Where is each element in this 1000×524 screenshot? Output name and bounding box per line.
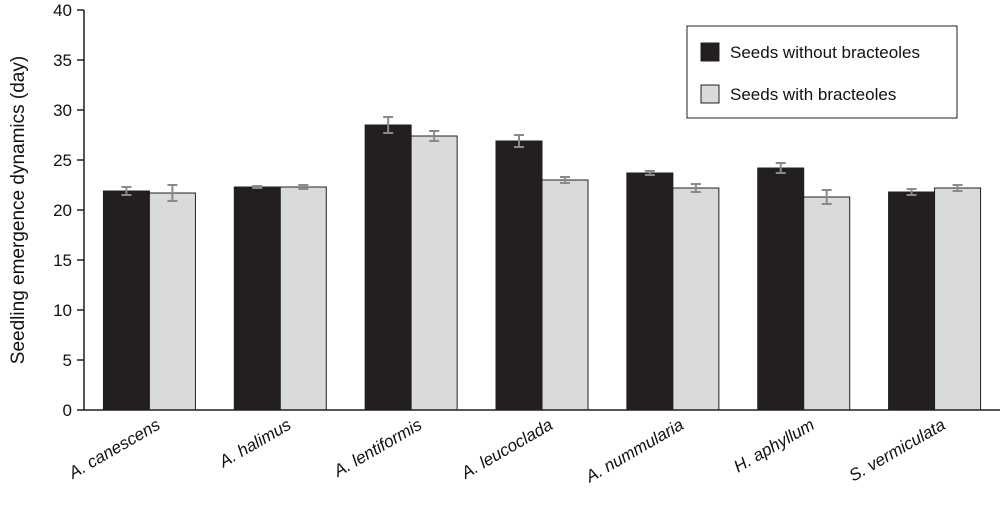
- bar-with-bracteoles: [803, 196, 851, 411]
- bar-group: [233, 184, 327, 411]
- y-axis: 0 5 10 15 20 25 30 35 40: [53, 1, 85, 420]
- bar-with-bracteoles: [672, 187, 720, 411]
- bar-with-bracteoles: [410, 135, 458, 411]
- bar-without-bracteoles: [626, 172, 674, 411]
- bar-group: [626, 170, 720, 411]
- x-category-label: H. aphyllum: [730, 415, 817, 476]
- bar-with-bracteoles: [279, 186, 327, 411]
- bar-without-bracteoles: [102, 190, 150, 411]
- bars: [102, 116, 982, 411]
- legend-swatch-series-2: [700, 84, 720, 104]
- x-category-label: A. halimus: [215, 415, 295, 472]
- bar-group: [757, 162, 851, 411]
- legend-label-series-2: Seeds with bracteoles: [730, 85, 896, 104]
- y-tick-label: 30: [53, 101, 72, 120]
- legend-label-series-1: Seeds without bracteoles: [730, 43, 920, 62]
- y-tick-label: 0: [63, 401, 72, 420]
- y-tick-label: 10: [53, 301, 72, 320]
- legend: Seeds without bracteoles Seeds with brac…: [686, 25, 958, 119]
- bar-without-bracteoles: [495, 140, 543, 411]
- y-axis-title: Seedling emergence dynamics (day): [8, 56, 29, 364]
- bar-group: [888, 184, 982, 411]
- bar-group: [364, 116, 458, 411]
- y-tick-label: 35: [53, 51, 72, 70]
- y-tick-label: 15: [53, 251, 72, 270]
- bar-without-bracteoles: [364, 124, 412, 411]
- bar-group: [495, 134, 589, 411]
- bar-group: [102, 184, 196, 411]
- legend-swatch-series-1: [700, 42, 720, 62]
- bar-with-bracteoles: [148, 192, 196, 411]
- y-tick-label: 5: [63, 351, 72, 370]
- x-category-label: S. vermiculata: [846, 415, 949, 485]
- x-category-label: A. leucoclada: [457, 415, 556, 483]
- bar-without-bracteoles: [888, 191, 936, 411]
- x-axis: A. canescens A. halimus A. lentiformis A. l…: [65, 409, 1000, 487]
- y-tick-label: 25: [53, 151, 72, 170]
- bar-without-bracteoles: [757, 167, 805, 411]
- x-category-label: A. canescens: [65, 415, 164, 483]
- bar-with-bracteoles: [934, 187, 982, 411]
- bar-with-bracteoles: [541, 179, 589, 411]
- y-tick-label: 40: [53, 1, 72, 20]
- x-category-label: A. lentiformis: [330, 415, 426, 481]
- x-category-label: A. nummularia: [582, 415, 687, 487]
- y-tick-label: 20: [53, 201, 72, 220]
- legend-box: [686, 25, 958, 119]
- bar-without-bracteoles: [233, 186, 281, 411]
